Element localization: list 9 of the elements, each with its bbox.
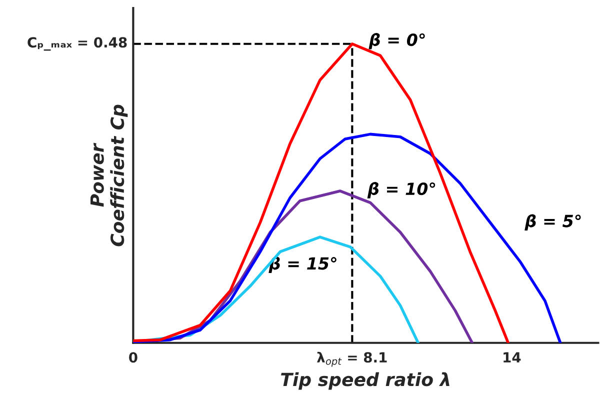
series-label: β = 5° <box>524 214 581 231</box>
x-tick-label: 14 <box>504 352 521 362</box>
x-tick-label: λ$_{opt}$ = 8.1 <box>316 352 387 367</box>
text: Cₚ_ₘₐₓ = 0.48 <box>28 37 127 51</box>
x-axis-title: Tip speed ratio λ <box>281 372 450 390</box>
x-tick-label: 0 <box>129 352 138 363</box>
y-axis-title: Power Coefficient Cp <box>90 104 128 246</box>
series-label: β = 0° <box>368 32 425 50</box>
series-label: β = 10° <box>367 182 436 198</box>
